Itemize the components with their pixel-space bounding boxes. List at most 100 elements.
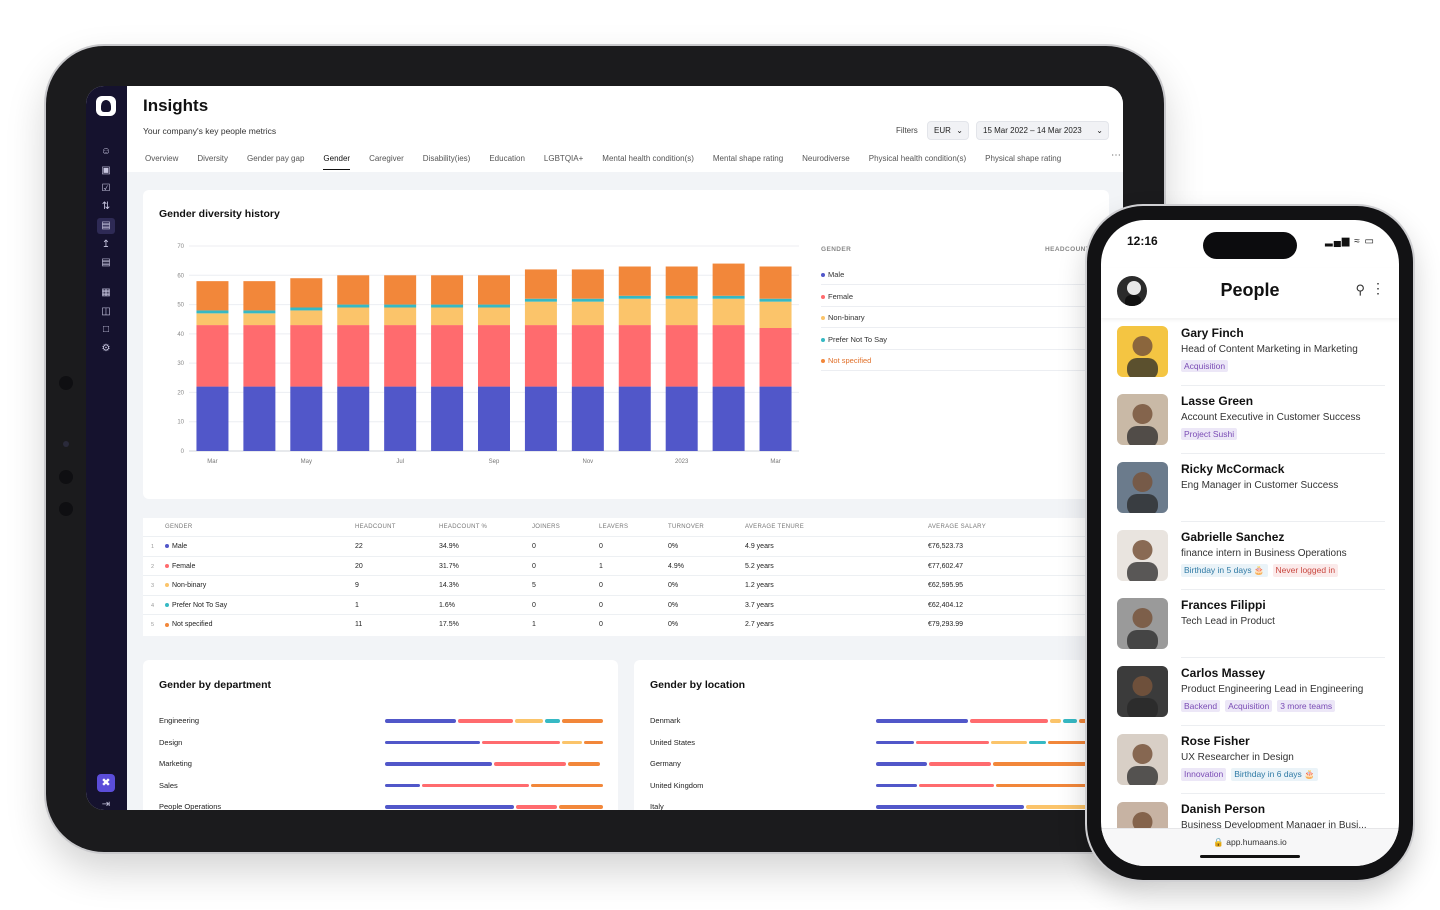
bar-segment-non-binary[interactable] bbox=[618, 298, 651, 326]
search-icon[interactable]: ⚲ bbox=[1355, 282, 1365, 297]
avatar[interactable] bbox=[1117, 530, 1168, 581]
bar-segment-female[interactable] bbox=[524, 325, 557, 387]
bar-segment-male[interactable] bbox=[196, 386, 229, 451]
bar-segment-male[interactable] bbox=[243, 386, 276, 451]
browser-url-bar[interactable]: 🔒 app.humaans.io bbox=[1101, 828, 1399, 866]
tab-diversity[interactable]: Diversity bbox=[197, 154, 229, 163]
bar-segment-not-specified[interactable] bbox=[524, 269, 557, 299]
list-item[interactable]: Ricky McCormack Eng Manager in Customer S… bbox=[1101, 454, 1399, 522]
team-tag[interactable]: Acquisition bbox=[1225, 700, 1273, 712]
bar-segment-prefer-not-to-say[interactable] bbox=[337, 304, 370, 308]
sort-icon[interactable]: ⇅ bbox=[101, 201, 111, 212]
bar-segment-non-binary[interactable] bbox=[290, 310, 323, 326]
list-item[interactable]: Frances Filippi Tech Lead in Product bbox=[1101, 590, 1399, 658]
tab-disability-ies-[interactable]: Disability(ies) bbox=[422, 154, 471, 163]
home-indicator[interactable] bbox=[1200, 855, 1300, 858]
distribution-bar[interactable] bbox=[385, 762, 603, 766]
tab-physical-health-condition-s-[interactable]: Physical health condition(s) bbox=[868, 154, 967, 163]
bar-segment-prefer-not-to-say[interactable] bbox=[431, 304, 464, 308]
bar-segment-female[interactable] bbox=[759, 328, 792, 387]
team-tag[interactable]: 3 more teams bbox=[1277, 700, 1336, 712]
bar-segment-not-specified[interactable] bbox=[571, 269, 604, 299]
bar-segment-male[interactable] bbox=[290, 386, 323, 451]
bar-segment-not-specified[interactable] bbox=[759, 266, 792, 299]
bar-segment-male[interactable] bbox=[571, 386, 604, 451]
team-tag[interactable]: Innovation bbox=[1181, 768, 1227, 781]
bar-segment-female[interactable] bbox=[712, 325, 745, 387]
team-tag[interactable]: Never logged in bbox=[1272, 564, 1339, 577]
bar-segment-prefer-not-to-say[interactable] bbox=[571, 298, 604, 302]
collapse-arrow-icon[interactable]: ⇥ bbox=[101, 799, 111, 810]
bar-segment-female[interactable] bbox=[431, 325, 464, 387]
currency-select[interactable]: EUR ⌄ bbox=[927, 121, 969, 140]
list-item[interactable]: Gary Finch Head of Content Marketing in M… bbox=[1101, 318, 1399, 386]
person-name[interactable]: Danish Person bbox=[1181, 802, 1266, 816]
person-name[interactable]: Ricky McCormack bbox=[1181, 462, 1285, 476]
team-tag[interactable]: Project Sushi bbox=[1181, 428, 1238, 440]
bar-segment-not-specified[interactable] bbox=[712, 263, 745, 296]
tab-neurodiverse[interactable]: Neurodiverse bbox=[802, 154, 850, 163]
gift-icon[interactable]: ◫ bbox=[101, 306, 111, 317]
team-tag[interactable]: Birthday in 6 days 🎂 bbox=[1231, 768, 1318, 781]
tab-overview[interactable]: Overview bbox=[145, 154, 179, 163]
bar-segment-female[interactable] bbox=[196, 325, 229, 387]
bar-segment-female[interactable] bbox=[571, 325, 604, 387]
bar-segment-not-specified[interactable] bbox=[337, 275, 370, 305]
bar-segment-female[interactable] bbox=[618, 325, 651, 387]
person-name[interactable]: Lasse Green bbox=[1181, 394, 1254, 408]
bar-segment-male[interactable] bbox=[712, 386, 745, 451]
list-item[interactable]: Lasse Green Account Executive in Customer… bbox=[1101, 386, 1399, 454]
list-item[interactable]: Carlos Massey Product Engineering Lead in… bbox=[1101, 658, 1399, 726]
tab-physical-shape-rating[interactable]: Physical shape rating bbox=[985, 154, 1062, 163]
table-row[interactable]: 5 Not specified 11 17.5% 1 0 0% 2.7 years €79,29… bbox=[143, 614, 1123, 634]
team-tag[interactable]: Birthday in 5 days 🎂 bbox=[1181, 564, 1268, 577]
bar-segment-not-specified[interactable] bbox=[431, 275, 464, 305]
chat-icon[interactable]: □ bbox=[102, 324, 110, 335]
humaans-brand-icon[interactable]: ✖ bbox=[97, 774, 115, 792]
person-name[interactable]: Gary Finch bbox=[1181, 326, 1244, 340]
bar-segment-male[interactable] bbox=[384, 386, 417, 451]
bar-segment-prefer-not-to-say[interactable] bbox=[712, 295, 745, 299]
bar-segment-prefer-not-to-say[interactable] bbox=[618, 295, 651, 299]
table-row[interactable]: 4 Prefer Not To Say 1 1.6% 0 0 0% 3.7 years €62,… bbox=[143, 594, 1123, 615]
tab-gender-pay-gap[interactable]: Gender pay gap bbox=[247, 154, 305, 163]
avatar[interactable] bbox=[1117, 276, 1147, 306]
bar-segment-prefer-not-to-say[interactable] bbox=[665, 295, 698, 299]
upload-icon[interactable]: ↥ bbox=[101, 239, 111, 250]
bar-segment-female[interactable] bbox=[290, 325, 323, 387]
bar-segment-non-binary[interactable] bbox=[337, 307, 370, 326]
bar-segment-non-binary[interactable] bbox=[571, 301, 604, 326]
bar-segment-non-binary[interactable] bbox=[384, 307, 417, 326]
bar-segment-non-binary[interactable] bbox=[665, 298, 698, 326]
bar-segment-not-specified[interactable] bbox=[196, 281, 229, 311]
bar-segment-male[interactable] bbox=[431, 386, 464, 451]
bar-segment-non-binary[interactable] bbox=[712, 298, 745, 326]
bar-segment-prefer-not-to-say[interactable] bbox=[196, 310, 229, 314]
table-row[interactable]: 2 Female 20 31.7% 0 1 4.9% 5.2 years €77,602.47 bbox=[143, 555, 1123, 576]
tasks-icon[interactable]: ☑ bbox=[101, 183, 111, 194]
bar-segment-not-specified[interactable] bbox=[243, 281, 276, 311]
bar-segment-not-specified[interactable] bbox=[618, 266, 651, 296]
document-icon[interactable]: ▤ bbox=[101, 257, 111, 268]
bar-segment-female[interactable] bbox=[243, 325, 276, 387]
bar-segment-male[interactable] bbox=[524, 386, 557, 451]
distribution-bar[interactable] bbox=[876, 740, 1094, 744]
avatar[interactable] bbox=[1117, 734, 1168, 785]
person-name[interactable]: Carlos Massey bbox=[1181, 666, 1266, 680]
bar-segment-prefer-not-to-say[interactable] bbox=[384, 304, 417, 308]
distribution-bar[interactable] bbox=[876, 762, 1094, 766]
avatar[interactable] bbox=[1117, 394, 1168, 445]
legend-item[interactable]: Prefer Not To Say bbox=[821, 329, 1101, 350]
bar-segment-non-binary[interactable] bbox=[524, 301, 557, 326]
tab-mental-health-condition-s-[interactable]: Mental health condition(s) bbox=[602, 154, 694, 163]
bar-segment-not-specified[interactable] bbox=[290, 278, 323, 308]
distribution-bar[interactable] bbox=[876, 719, 1094, 723]
bar-segment-prefer-not-to-say[interactable] bbox=[478, 304, 510, 308]
distribution-bar[interactable] bbox=[385, 719, 603, 723]
company-logo-icon[interactable] bbox=[96, 96, 116, 116]
more-options-icon[interactable]: ⋮ bbox=[1371, 280, 1385, 296]
bar-segment-female[interactable] bbox=[478, 325, 510, 387]
bar-segment-non-binary[interactable] bbox=[759, 301, 792, 328]
tab-gender[interactable]: Gender bbox=[323, 154, 351, 170]
team-tag[interactable]: Backend bbox=[1181, 700, 1221, 712]
